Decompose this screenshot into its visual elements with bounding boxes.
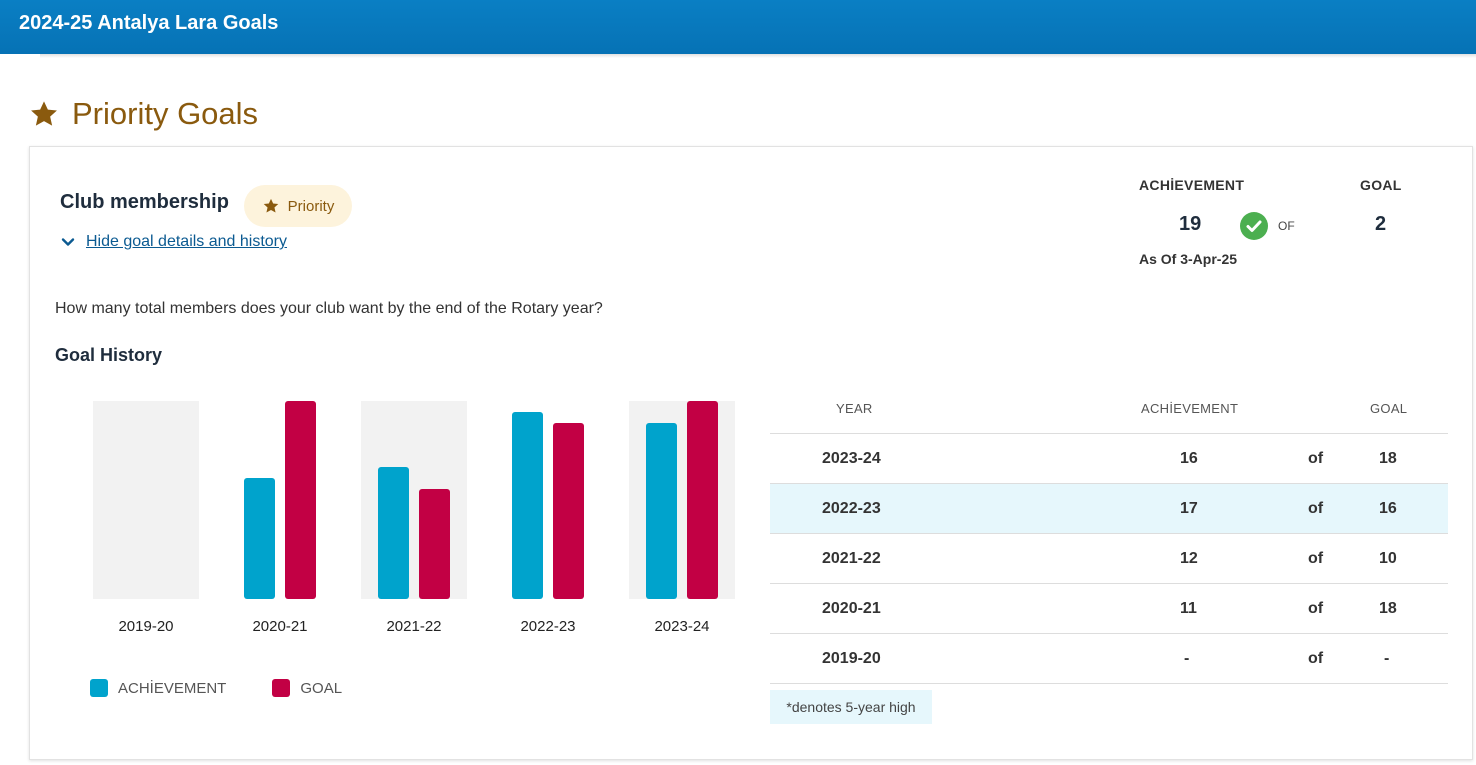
row-achievement: 17: [1180, 500, 1198, 517]
page-header-title: 2024-25 Antalya Lara Goals: [19, 12, 279, 34]
legend-swatch-goal: [272, 679, 291, 697]
chart-band: [629, 401, 735, 599]
table-row: 2019-20 - of -: [770, 633, 1448, 683]
row-achievement: 16: [1180, 450, 1198, 467]
table-header-goal: GOAL: [1370, 401, 1408, 416]
row-goal: -: [1384, 650, 1390, 667]
bar-goal-2023-24: [687, 401, 718, 599]
achievement-label: ACHİEVEMENT: [1139, 177, 1245, 193]
row-achievement: 12: [1180, 550, 1198, 567]
bar-achievement-2020-21: [244, 478, 275, 599]
row-of: of: [1308, 550, 1324, 567]
chart-band: [93, 401, 199, 599]
row-year: 2022-23: [822, 500, 881, 517]
header-shadow: [40, 54, 1476, 58]
achievement-value: 19: [1179, 213, 1202, 235]
legend-swatch-achievement: [90, 679, 108, 697]
table-header-achievement: ACHİEVEMENT: [1141, 401, 1239, 416]
row-year: 2023-24: [822, 450, 881, 467]
row-goal: 18: [1379, 600, 1397, 617]
chart-legend: ACHİEVEMENT GOAL: [90, 679, 376, 697]
star-icon: [31, 101, 57, 126]
row-of: of: [1308, 500, 1324, 517]
legend-label-achievement: ACHİEVEMENT: [118, 679, 227, 697]
chart-band: [361, 401, 467, 599]
top-header-bar: 2024-25 Antalya Lara Goals: [0, 0, 1476, 54]
x-tick-label: 2022-23: [520, 618, 575, 635]
row-of: of: [1308, 650, 1324, 667]
as-of-date: As Of 3-Apr-25: [1139, 251, 1238, 267]
hide-goal-details-label: Hide goal details and history: [86, 233, 288, 250]
table-header-year: YEAR: [836, 401, 873, 416]
x-tick-label: 2019-20: [118, 618, 173, 635]
goal-question: How many total members does your club wa…: [55, 300, 603, 317]
goal-label: GOAL: [1360, 177, 1402, 193]
table-row: 2023-24 16 of 18: [770, 433, 1448, 483]
goal-value: 2: [1375, 213, 1387, 235]
goal-history-chart: 2019-20 2020-21 2021-22 2022-23 2023-24: [93, 401, 735, 635]
row-year: 2020-21: [822, 600, 881, 617]
row-achievement: -: [1184, 650, 1190, 667]
legend-item-goal: GOAL: [272, 679, 342, 697]
row-goal: 16: [1379, 500, 1397, 517]
table-bottom-border: [770, 683, 1448, 684]
of-label: OF: [1278, 219, 1295, 233]
goal-name: Club membership: [60, 191, 229, 213]
table-row: 2020-21 11 of 18: [770, 583, 1448, 633]
priority-badge: Priority: [244, 185, 352, 227]
goal-card: Club membership Priority Hide goal detai…: [29, 146, 1473, 760]
goal-history-title: Goal History: [55, 345, 163, 365]
row-year: 2021-22: [822, 550, 881, 567]
chevron-down-icon: [61, 238, 75, 246]
table-row: 2021-22 12 of 10: [770, 533, 1448, 583]
row-goal: 18: [1379, 450, 1397, 467]
bar-goal-2022-23: [553, 423, 584, 599]
legend-item-achievement: ACHİEVEMENT: [90, 679, 226, 697]
bar-achievement-2021-22: [378, 467, 409, 599]
bar-goal-2020-21: [285, 401, 316, 599]
x-tick-label: 2021-22: [386, 618, 441, 635]
section-heading: Priority Goals: [28, 94, 258, 134]
bar-achievement-2023-24: [646, 423, 677, 599]
row-goal: 10: [1379, 550, 1397, 567]
hide-goal-details-link[interactable]: Hide goal details and history: [60, 233, 287, 251]
bar-achievement-2022-23: [512, 412, 543, 599]
row-achievement: 11: [1180, 600, 1197, 617]
priority-badge-label: Priority: [287, 197, 335, 215]
x-tick-label: 2020-21: [252, 618, 307, 635]
check-circle-icon: [1240, 212, 1268, 240]
row-of: of: [1308, 600, 1324, 617]
row-year: 2019-20: [822, 650, 881, 667]
bar-goal-2021-22: [419, 489, 450, 599]
table-row: 2022-23 17 of 16: [770, 483, 1448, 533]
section-title: Priority Goals: [72, 96, 259, 131]
five-year-high-note: *denotes 5-year high: [770, 690, 932, 724]
legend-label-goal: GOAL: [300, 679, 343, 697]
row-of: of: [1308, 450, 1324, 467]
x-tick-label: 2023-24: [654, 618, 709, 635]
star-icon: [263, 198, 278, 213]
